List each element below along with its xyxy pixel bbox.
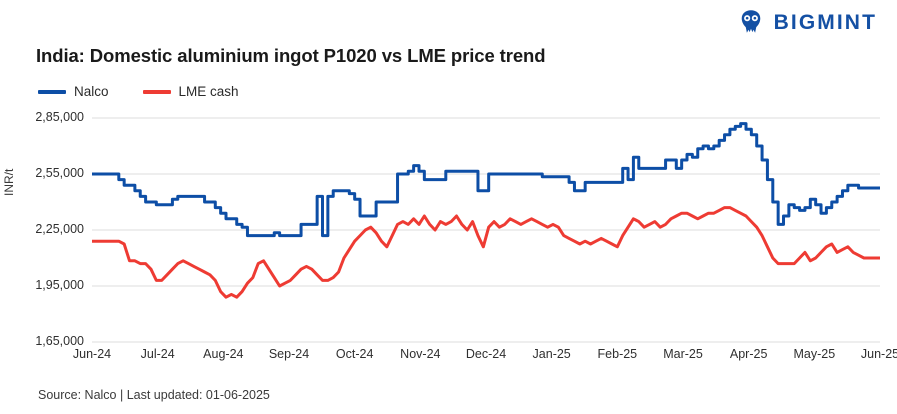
chart-legend: Nalco LME cash [38,84,273,99]
y-axis-ticks: 2,85,000 2,55,000 2,25,000 1,95,000 1,65,000 [22,0,84,414]
source-note: Source: Nalco | Last updated: 01-06-2025 [38,388,270,402]
y-tick-label: 2,85,000 [35,110,84,124]
x-tick-label: May-25 [793,347,836,361]
y-tick-label: 2,55,000 [35,166,84,180]
y-tick-label: 1,65,000 [35,334,84,348]
series-line-nalco [92,122,880,238]
brand-name: BIGMINT [773,10,877,34]
x-tick-label: Jun-25 [860,347,897,361]
x-tick-label: Dec-24 [465,347,507,361]
x-tick-label: Apr-25 [729,347,768,361]
x-tick-label: Feb-25 [597,347,638,361]
bigmint-owl-icon [741,10,760,33]
series-line-lme-cash [92,206,880,299]
x-tick-label: Jul-24 [140,347,175,361]
x-tick-label: Oct-24 [335,347,374,361]
legend-label-lme-cash: LME cash [178,84,239,99]
x-tick-label: Mar-25 [663,347,703,361]
x-tick-label: Nov-24 [400,347,441,361]
x-tick-label: Sep-24 [268,347,310,361]
x-tick-label: Aug-24 [203,347,244,361]
legend-swatch-nalco [38,89,66,94]
x-tick-label: Jan-25 [532,347,571,361]
legend-item-nalco[interactable]: Nalco [38,84,109,99]
legend-swatch-lme-cash [142,89,171,94]
page-title: India: Domestic aluminium ingot P1020 vs… [36,45,546,66]
legend-item-lme-cash[interactable]: LME cash [142,84,239,99]
y-tick-label: 1,95,000 [35,278,84,292]
x-tick-label: Jun-24 [72,347,112,361]
legend-label-nalco: Nalco [74,84,109,99]
y-tick-label: 2,25,000 [35,222,84,236]
brand-logo: BIGMINT [737,8,877,36]
